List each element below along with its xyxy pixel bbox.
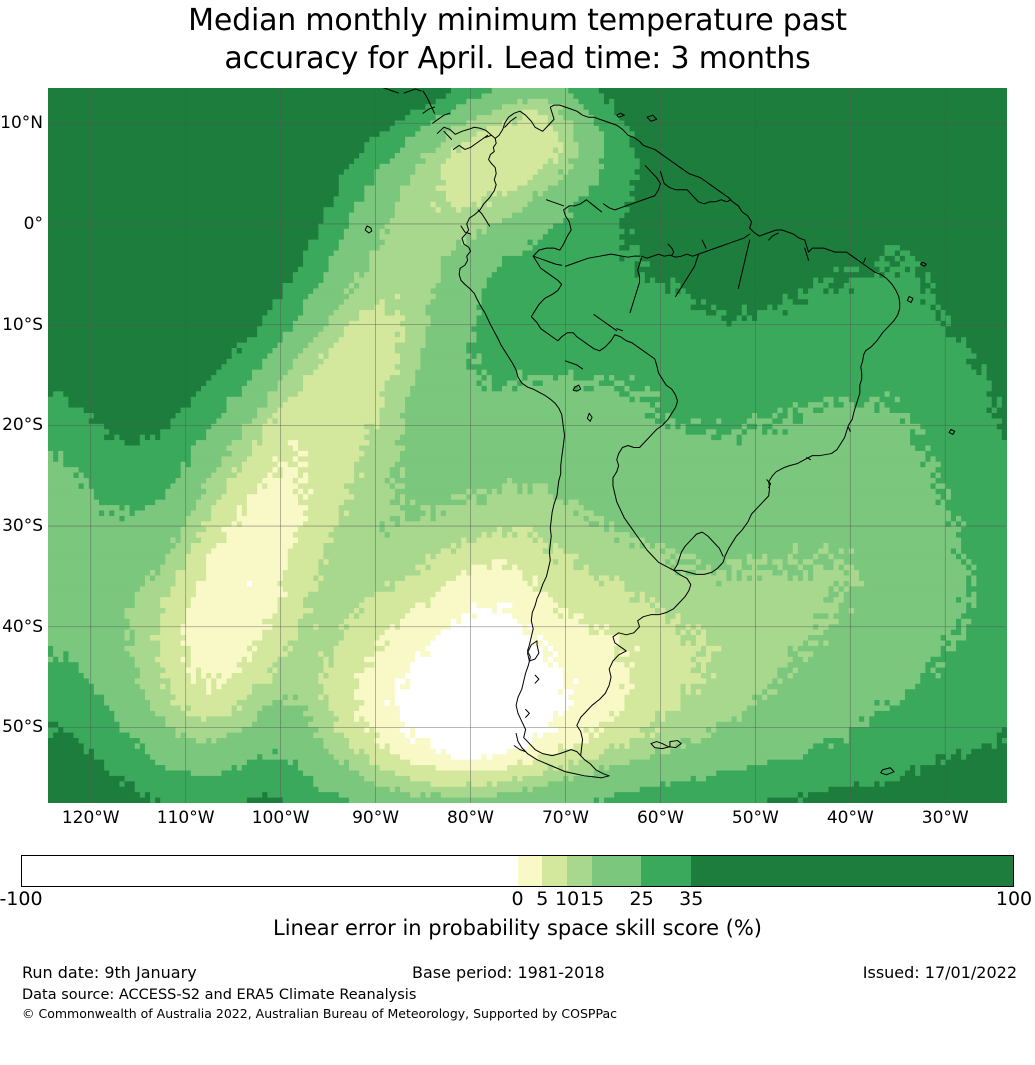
colorbar-segment (591, 856, 642, 886)
colorbar-tick-label: 5 (536, 888, 549, 910)
footer-primary-row: Run date: 9th January Base period: 1981-… (22, 962, 1017, 984)
colorbar-tick-label: 15 (579, 888, 605, 910)
map-svg (48, 88, 1007, 803)
colorbar-tick-label: 35 (679, 888, 704, 910)
coastline-path (504, 116, 517, 128)
data-source-text: Data source: ACCESS-S2 and ERA5 Climate … (22, 987, 417, 1003)
coastline-layer (364, 88, 956, 779)
copyright-text: © Commonwealth of Australia 2022, Austra… (22, 1006, 617, 1021)
longitude-tick-label: 100°W (251, 808, 310, 828)
coastline-path (513, 745, 527, 753)
coastline-path (477, 209, 491, 227)
coastline-path (432, 112, 451, 124)
latitude-tick-label: 10°N (0, 113, 43, 134)
issued-date-text: Issued: 17/01/2022 (862, 963, 1017, 982)
colorbar-segment (641, 856, 691, 886)
coastline-path (545, 199, 565, 207)
coastline-path (806, 457, 811, 461)
coastline-path (659, 171, 732, 205)
coastline-path (646, 114, 658, 122)
colorbar-segment (22, 856, 518, 886)
skill-score-heatmap (48, 88, 1007, 803)
longitude-tick-label: 90°W (352, 808, 400, 828)
colorbar-tick-label: 25 (629, 888, 654, 910)
title-line-2: accuracy for April. Lead time: 3 months (224, 41, 811, 76)
coastline-path (593, 314, 618, 332)
coastline-path (403, 88, 422, 94)
latitude-tick-label: 50°S (2, 717, 43, 738)
base-period-text: Base period: 1981-2018 (412, 963, 605, 982)
colorbar-axis-label: Linear error in probability space skill … (273, 916, 762, 940)
coastline-path (532, 255, 563, 266)
latitude-tick-label: 30°S (2, 516, 43, 537)
coastline-path (920, 261, 927, 267)
coastline-path (880, 767, 895, 776)
longitude-tick-label: 80°W (447, 808, 494, 828)
coastline-path (525, 708, 530, 718)
coastline-path (616, 328, 623, 332)
coastline-path (436, 126, 610, 779)
map-plot-area (48, 88, 1007, 803)
longitude-tick-label: 70°W (541, 808, 589, 828)
colorbar-segment (542, 856, 568, 886)
coastline-path (586, 412, 593, 422)
coastline-path (443, 130, 453, 140)
coastline-path (863, 257, 867, 263)
colorbar-tick-label: 10 (555, 888, 580, 910)
longitude-tick-label: 60°W (636, 808, 684, 828)
coastline-path (768, 232, 779, 241)
coastline-path (701, 239, 707, 249)
coastline-path (673, 531, 724, 571)
coastline-path (564, 253, 641, 267)
longitude-tick-label: 110°W (156, 808, 215, 828)
coastline-path (534, 674, 540, 684)
coastline-path (485, 134, 492, 138)
colorbar-tick-labels: -100 0 5 10 15 25 35 100 (0, 889, 1035, 911)
run-date-text: Run date: 9th January (22, 963, 197, 982)
coastline-path (948, 428, 956, 435)
latitude-tick-label: 40°S (2, 616, 43, 637)
coastline-path (650, 740, 682, 750)
coastline-path (572, 384, 582, 392)
coastline-path (906, 295, 914, 303)
coastline-path (675, 254, 699, 297)
colorbar-tick-label: -100 (0, 888, 43, 910)
latitude-tick-label: 10°S (2, 314, 43, 335)
coastline-path (804, 247, 810, 261)
colorbar-tick-label: 100 (995, 888, 1033, 910)
colorbar-segment (690, 856, 1013, 886)
coastline-path (527, 640, 540, 662)
page-title: Median monthly minimum temperature past … (0, 2, 1035, 78)
coastline-path (422, 106, 435, 114)
colorbar-segment (517, 856, 543, 886)
title-line-1: Median monthly minimum temperature past (188, 3, 847, 38)
longitude-tick-label: 120°W (61, 808, 120, 828)
coastline-path (737, 239, 751, 289)
colorbar-segment (567, 856, 592, 886)
coastline-path (494, 104, 901, 757)
coastline-path (530, 199, 679, 571)
coastline-path (564, 360, 584, 370)
coastline-path (602, 165, 661, 211)
coastline-path (460, 225, 472, 235)
coastline-path (847, 426, 851, 432)
longitude-tick-label: 50°W (731, 808, 779, 828)
coastline-path (616, 112, 625, 118)
colorbar-tick-label: 0 (511, 888, 524, 910)
coastline-path (422, 90, 435, 114)
coastline-path (640, 233, 751, 259)
longitude-tick-label: 30°W (921, 808, 969, 828)
coastline-path (382, 88, 399, 94)
colorbar (21, 855, 1014, 887)
latitude-tick-label: 20°S (2, 415, 43, 436)
coastline-path (667, 243, 675, 256)
coastline-path (629, 257, 642, 314)
coastline-path (452, 134, 489, 150)
longitude-tick-label: 40°W (826, 808, 874, 828)
latitude-tick-label: 0° (23, 213, 43, 234)
graticule-gridlines (48, 88, 1007, 803)
coastline-path (364, 225, 373, 234)
coastline-path (766, 479, 772, 489)
